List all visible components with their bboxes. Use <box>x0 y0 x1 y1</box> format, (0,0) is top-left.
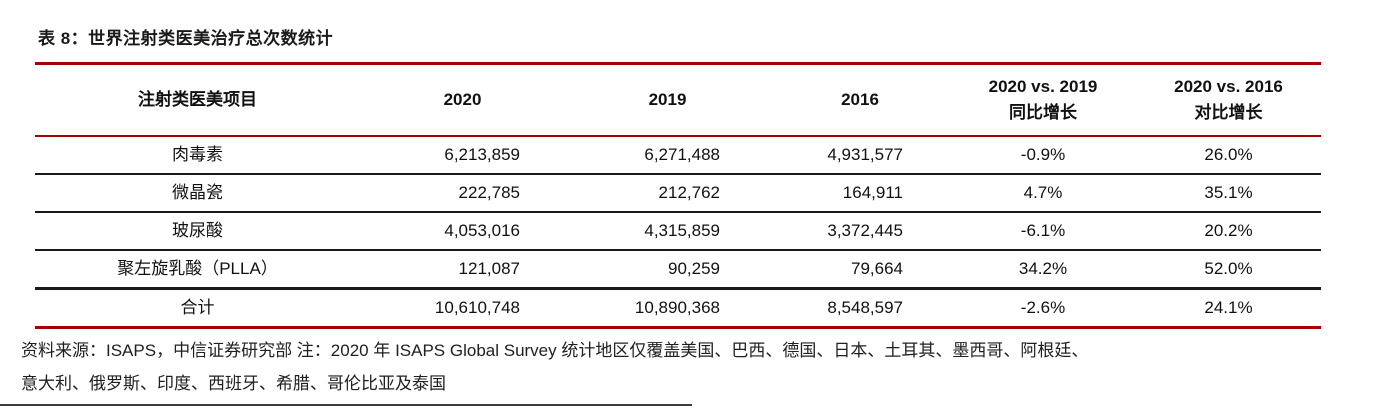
col-header-yoy-growth-line1: 2020 vs. 2019 <box>988 77 1098 96</box>
cell-vs2016-growth: 35.1% <box>1204 183 1253 202</box>
cell-2016: 79,664 <box>851 259 903 278</box>
col-header-2020: 2020 <box>443 90 482 109</box>
cell-yoy-growth: 34.2% <box>1018 259 1068 278</box>
col-header-2019: 2019 <box>648 90 687 109</box>
cell-item: 合计 <box>180 298 215 317</box>
table-row-plla: 聚左旋乳酸（PLLA） 121,087 90,259 79,664 34.2% … <box>35 251 1321 290</box>
cell-2019: 212,762 <box>658 183 720 202</box>
cell-2020: 4,053,016 <box>444 221 520 240</box>
col-header-vs2016-growth-line2: 对比增长 <box>1194 103 1263 122</box>
col-header-yoy-growth: 2020 vs. 2019 同比增长 <box>950 65 1136 135</box>
cell-item: 玻尿酸 <box>172 221 223 240</box>
cell-vs2016-growth: 20.2% <box>1204 221 1253 240</box>
source-note-line1: 资料来源：ISAPS，中信证券研究部 注：2020 年 ISAPS Global… <box>21 341 1089 360</box>
cell-yoy-growth: -0.9% <box>1020 145 1066 164</box>
table-row-botulinum: 肉毒素 6,213,859 6,271,488 4,931,577 -0.9% … <box>35 137 1321 175</box>
cell-yoy-growth: 4.7% <box>1023 183 1063 202</box>
table-row-hyaluronic-acid: 玻尿酸 4,053,016 4,315,859 3,372,445 -6.1% … <box>35 213 1321 251</box>
cell-2016: 4,931,577 <box>827 145 903 164</box>
table-header-row: 注射类医美项目 2020 2019 2016 2020 vs. 2019 同比增… <box>35 65 1321 137</box>
cell-2016: 8,548,597 <box>827 298 903 317</box>
col-header-yoy-growth-line2: 同比增长 <box>1009 103 1077 122</box>
table-row-total: 合计 10,610,748 10,890,368 8,548,597 -2.6%… <box>35 290 1321 329</box>
cell-2020: 121,087 <box>458 259 520 278</box>
cell-2020: 10,610,748 <box>434 298 520 317</box>
data-table: 注射类医美项目 2020 2019 2016 2020 vs. 2019 同比增… <box>35 62 1321 329</box>
cell-item: 微晶瓷 <box>172 183 223 202</box>
cell-vs2016-growth: 26.0% <box>1204 145 1253 164</box>
cell-2016: 3,372,445 <box>827 221 903 240</box>
cell-vs2016-growth: 52.0% <box>1204 259 1253 278</box>
cell-item: 肉毒素 <box>172 145 223 164</box>
table-row-radiesse: 微晶瓷 222,785 212,762 164,911 4.7% 35.1% <box>35 175 1321 213</box>
col-header-vs2016-growth: 2020 vs. 2016 对比增长 <box>1136 65 1321 135</box>
cell-2016: 164,911 <box>842 183 903 202</box>
cell-2019: 90,259 <box>668 259 720 278</box>
table-title: 表 8：世界注射类医美治疗总次数统计 <box>38 29 334 48</box>
bottom-divider <box>0 404 692 406</box>
cell-yoy-growth: -2.6% <box>1020 298 1066 317</box>
cell-item: 聚左旋乳酸（PLLA） <box>117 259 278 278</box>
cell-2019: 10,890,368 <box>634 298 720 317</box>
cell-2019: 6,271,488 <box>644 145 720 164</box>
col-header-vs2016-growth-line1: 2020 vs. 2016 <box>1174 77 1283 96</box>
col-header-item: 注射类医美项目 <box>138 90 257 109</box>
cell-2019: 4,315,859 <box>644 221 720 240</box>
cell-vs2016-growth: 24.1% <box>1204 298 1253 317</box>
cell-2020: 6,213,859 <box>444 145 520 164</box>
col-header-2016: 2016 <box>841 90 879 109</box>
cell-2020: 222,785 <box>458 183 520 202</box>
cell-yoy-growth: -6.1% <box>1020 221 1066 240</box>
source-note: 资料来源：ISAPS，中信证券研究部 注：2020 年 ISAPS Global… <box>21 334 1361 400</box>
source-note-line2: 意大利、俄罗斯、印度、西班牙、希腊、哥伦比亚及泰国 <box>21 374 446 393</box>
